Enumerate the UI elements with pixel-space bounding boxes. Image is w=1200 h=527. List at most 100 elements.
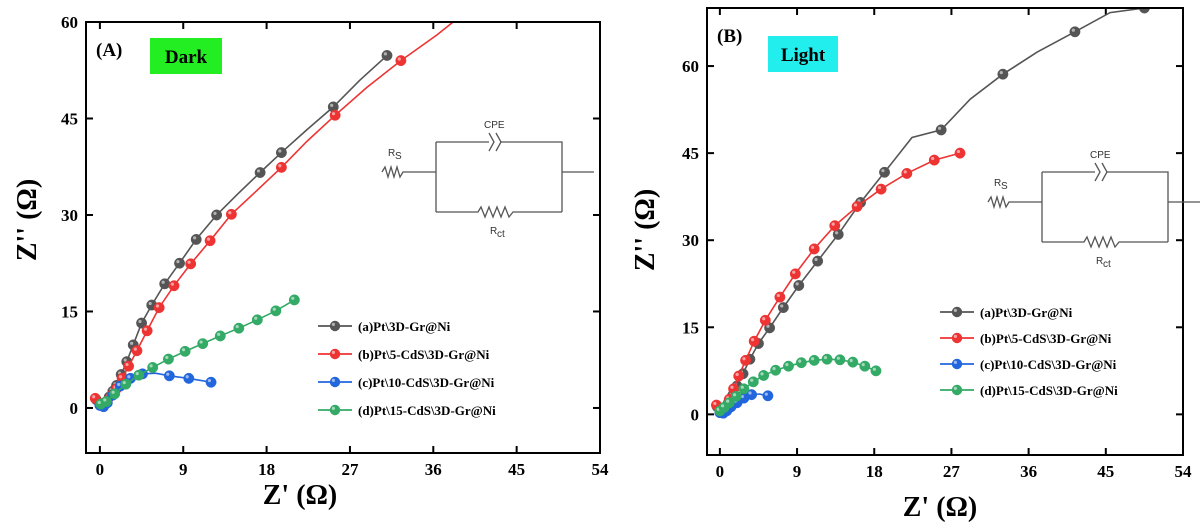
legend-entry: (a)Pt\3D-Gr@Ni <box>940 305 1073 320</box>
data-point-highlight <box>199 340 203 344</box>
legend-label: (b)Pt\5-CdS\3D-Gr@Ni <box>358 347 490 362</box>
x-tick-label: 27 <box>341 460 359 479</box>
data-point-highlight <box>291 296 295 300</box>
cpe-element <box>1094 162 1101 182</box>
data-point-highlight <box>750 338 755 342</box>
x-tick-label: 18 <box>866 462 883 481</box>
rs-resistor <box>381 164 436 180</box>
data-point-highlight <box>750 378 754 382</box>
x-tick-label: 45 <box>1097 462 1114 481</box>
condition-label: Light <box>781 45 826 66</box>
data-point-highlight <box>103 398 107 402</box>
data-point <box>100 396 112 407</box>
data-point-highlight <box>1071 28 1075 32</box>
data-point <box>120 378 132 390</box>
data-point <box>162 353 174 365</box>
data-point-highlight <box>130 341 134 345</box>
data-point <box>759 314 771 326</box>
x-axis-label: Z' (Ω) <box>263 480 338 511</box>
data-point-highlight <box>206 237 211 241</box>
data-point <box>733 370 745 382</box>
data-point-highlight <box>798 359 802 363</box>
data-point-highlight <box>256 169 261 173</box>
data-point-highlight <box>122 380 126 385</box>
data-point-highlight <box>937 126 942 130</box>
y-tick-label: 45 <box>682 144 699 163</box>
legend-marker-highlight <box>953 308 958 312</box>
rct-label: R <box>1096 256 1103 267</box>
data-point-highlight <box>235 325 239 329</box>
data-point-highlight <box>861 362 865 367</box>
data-point <box>168 280 180 292</box>
cpe-element <box>1101 162 1108 182</box>
legend-entry: (c)Pt\10-CdS\3D-Gr@Ni <box>318 375 495 390</box>
data-point <box>747 376 759 388</box>
data-point-highlight <box>272 307 276 311</box>
data-point-highlight <box>111 390 115 394</box>
data-point-highlight <box>331 112 336 116</box>
panel-a-dark: 0 9 18 27 36 45 54 0 15 30 45 60 (A) Dark Z'' (Ω) Z' (Ω… <box>12 10 609 511</box>
condition-label: Dark <box>165 47 208 68</box>
data-point <box>730 390 742 402</box>
legend-label: (d)Pt\15-CdS\3D-Gr@Ni <box>980 383 1118 398</box>
data-point <box>928 154 940 166</box>
panel-label: (B) <box>717 26 742 47</box>
data-point-highlight <box>143 327 148 331</box>
data-point <box>185 258 197 270</box>
data-point-highlight <box>123 358 127 362</box>
plot-frame <box>85 21 601 454</box>
data-point <box>783 360 794 372</box>
data-point-highlight <box>823 356 828 360</box>
data-point-highlight <box>877 185 882 190</box>
legend-marker-highlight <box>331 322 335 326</box>
data-point <box>270 305 282 317</box>
data-point <box>179 345 191 357</box>
legend-entry: (d)Pt\15-CdS\3D-Gr@Ni <box>940 383 1118 398</box>
data-point <box>821 353 833 365</box>
data-point <box>770 364 782 376</box>
y-tick-label: 60 <box>61 13 78 32</box>
data-point-highlight <box>125 362 129 367</box>
data-point <box>789 268 801 280</box>
legend-entry: (c)Pt\10-CdS\3D-Gr@Ni <box>940 357 1117 372</box>
data-point <box>834 354 846 366</box>
y-tick-label: 15 <box>61 302 78 321</box>
data-point <box>190 233 202 245</box>
data-point-highlight <box>811 245 815 249</box>
circuit-wire <box>1107 171 1169 242</box>
legend-label: (c)Pt\10-CdS\3D-Gr@Ni <box>980 357 1117 372</box>
data-point <box>808 243 820 255</box>
data-point-highlight <box>780 304 784 308</box>
data-point-highlight <box>397 57 401 61</box>
y-tick-label: 60 <box>682 57 699 76</box>
rct-resistor <box>436 205 562 219</box>
data-point <box>1069 26 1081 38</box>
data-point <box>174 257 185 269</box>
data-point-highlight <box>785 362 789 367</box>
data-point-highlight <box>278 149 282 153</box>
data-point <box>225 208 237 220</box>
x-tick-label: 9 <box>179 460 188 479</box>
data-point-highlight <box>766 324 770 328</box>
data-point-highlight <box>811 357 815 361</box>
data-point <box>211 209 223 221</box>
data-point-highlight <box>776 293 780 298</box>
data-point <box>812 255 824 267</box>
data-point <box>456 10 466 20</box>
legend-marker-highlight <box>331 406 335 410</box>
data-point-highlight <box>161 280 165 284</box>
legend-marker <box>951 384 963 396</box>
data-point-highlight <box>254 316 258 320</box>
data-point <box>288 294 300 306</box>
data-point <box>275 147 287 159</box>
data-point <box>808 354 820 366</box>
data-point <box>133 369 145 381</box>
data-point-highlight <box>165 355 169 360</box>
legend-marker-highlight <box>331 350 335 354</box>
data-point <box>935 124 947 136</box>
y-tick-label: 45 <box>61 109 78 128</box>
data-point-highlight <box>872 367 876 371</box>
x-tick-label: 0 <box>96 460 105 479</box>
legend-marker-highlight <box>331 378 335 382</box>
rs-resistor <box>987 194 1042 210</box>
